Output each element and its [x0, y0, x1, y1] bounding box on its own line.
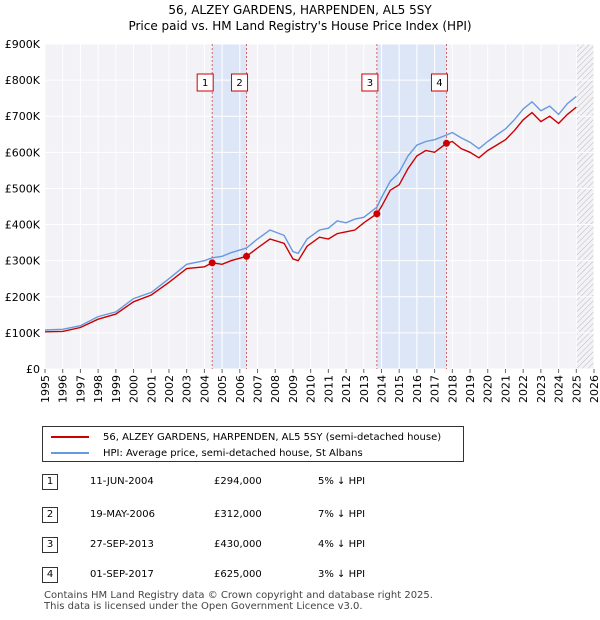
- sale-row: 3 27-SEP-2013 £430,000 4% ↓ HPI: [42, 537, 542, 555]
- y-tick-label: £400K: [5, 219, 41, 232]
- sale-label-box: [196, 73, 214, 92]
- series-line-hpi: [44, 95, 577, 331]
- x-tick-label: 2022: [517, 375, 530, 403]
- x-tick-label: 2020: [482, 375, 495, 403]
- x-tick-label: 2019: [464, 375, 477, 403]
- x-tick-label: 2008: [269, 375, 282, 403]
- x-tick-label: 2015: [393, 375, 406, 403]
- x-tick-label: 2012: [340, 375, 353, 403]
- y-tick-label: £700K: [5, 110, 41, 123]
- footer-copyright: Contains HM Land Registry data © Crown c…: [44, 590, 433, 601]
- x-tick-label: 2003: [181, 375, 194, 403]
- chart-subtitle: Price paid vs. HM Land Registry's House …: [128, 19, 471, 33]
- legend-item-property: 56, ALZEY GARDENS, HARPENDEN, AL5 5SY (s…: [51, 429, 441, 445]
- x-tick-label: 2017: [429, 375, 442, 403]
- price-chart: 56, ALZEY GARDENS, HARPENDEN, AL5 5SY Pr…: [5, 3, 600, 403]
- x-tick-label: 1996: [57, 375, 70, 403]
- sale-price: £430,000: [214, 539, 262, 550]
- sale-number: 3: [42, 537, 58, 553]
- series-line-property: [44, 106, 577, 333]
- chart-title: 56, ALZEY GARDENS, HARPENDEN, AL5 5SY: [168, 3, 432, 17]
- legend-label-hpi: HPI: Average price, semi-detached house,…: [103, 447, 363, 459]
- sale-delta: 4% ↓ HPI: [318, 539, 366, 550]
- legend: 56, ALZEY GARDENS, HARPENDEN, AL5 5SY (s…: [42, 426, 464, 462]
- x-tick-label: 2024: [553, 375, 566, 403]
- x-tick-label: 2002: [163, 375, 176, 403]
- sale-number: 4: [42, 567, 58, 583]
- sale-label-number: 1: [202, 78, 208, 89]
- legend-label-property: 56, ALZEY GARDENS, HARPENDEN, AL5 5SY (s…: [103, 431, 442, 443]
- sale-label-number: 2: [236, 78, 242, 89]
- sale-date: 19-MAY-2006: [90, 509, 156, 520]
- x-tick-label: 2016: [411, 375, 424, 403]
- y-tick-label: £200K: [5, 291, 41, 304]
- x-tick-label: 1999: [110, 375, 123, 403]
- sale-number: 1: [42, 474, 58, 490]
- plot-area: [45, 44, 594, 369]
- y-tick-label: £800K: [5, 74, 41, 87]
- sale-delta: 7% ↓ HPI: [318, 509, 366, 520]
- x-tick-label: 2011: [322, 375, 335, 403]
- y-tick-label: £900K: [5, 38, 41, 51]
- sale-date: 01-SEP-2017: [90, 569, 154, 580]
- sale-delta: 5% ↓ HPI: [318, 476, 366, 487]
- y-tick-label: £600K: [5, 146, 41, 159]
- footer-licence: This data is licensed under the Open Gov…: [44, 601, 363, 612]
- y-tick-label: £300K: [5, 255, 41, 268]
- x-tick-label: 2005: [216, 375, 229, 403]
- sale-point: [208, 259, 216, 267]
- x-tick-label: 2025: [570, 375, 583, 403]
- x-tick-label: 2007: [252, 375, 265, 403]
- shaded-period: [376, 44, 447, 369]
- legend-swatch-property: [51, 436, 89, 438]
- sale-row: 1 11-JUN-2004 £294,000 5% ↓ HPI: [42, 474, 542, 492]
- x-tick-label: 2023: [535, 375, 548, 403]
- sale-label-number: 3: [367, 78, 373, 89]
- x-tick-label: 2004: [198, 375, 211, 403]
- y-tick-label: £500K: [5, 182, 41, 195]
- x-tick-label: 2021: [499, 375, 512, 403]
- sale-price: £312,000: [214, 509, 262, 520]
- x-tick-label: 2006: [234, 375, 247, 403]
- sale-point: [373, 210, 381, 218]
- x-tick-label: 1997: [74, 375, 87, 403]
- sale-delta: 3% ↓ HPI: [318, 569, 366, 580]
- sale-price: £625,000: [214, 569, 262, 580]
- sale-label-box: [361, 73, 379, 92]
- legend-item-hpi: HPI: Average price, semi-detached house,…: [51, 445, 363, 461]
- sale-price: £294,000: [214, 476, 262, 487]
- sale-date: 11-JUN-2004: [90, 476, 154, 487]
- x-tick-label: 2000: [128, 375, 141, 403]
- sale-label-box: [430, 73, 448, 92]
- footer: Contains HM Land Registry data © Crown c…: [44, 590, 433, 612]
- x-tick-label: 1995: [39, 375, 52, 403]
- sale-point: [442, 139, 450, 147]
- y-tick-label: £100K: [5, 327, 41, 340]
- shaded-period: [212, 44, 247, 369]
- sale-row: 4 01-SEP-2017 £625,000 3% ↓ HPI: [42, 567, 542, 585]
- x-tick-label: 2026: [588, 375, 600, 403]
- x-tick-label: 2001: [145, 375, 158, 403]
- x-tick-label: 2009: [287, 375, 300, 403]
- sale-label-box: [231, 73, 249, 92]
- legend-swatch-hpi: [51, 452, 89, 454]
- sale-row: 2 19-MAY-2006 £312,000 7% ↓ HPI: [42, 507, 542, 525]
- future-hatch: [576, 44, 594, 369]
- x-tick-label: 2014: [375, 375, 388, 403]
- x-tick-label: 2013: [358, 375, 371, 403]
- y-tick-label: £0: [26, 363, 40, 376]
- x-tick-label: 2018: [446, 375, 459, 403]
- sale-date: 27-SEP-2013: [90, 539, 154, 550]
- x-tick-label: 1998: [92, 375, 105, 403]
- x-tick-label: 2010: [305, 375, 318, 403]
- sale-number: 2: [42, 507, 58, 523]
- sale-label-number: 4: [436, 78, 442, 89]
- sale-point: [243, 252, 251, 260]
